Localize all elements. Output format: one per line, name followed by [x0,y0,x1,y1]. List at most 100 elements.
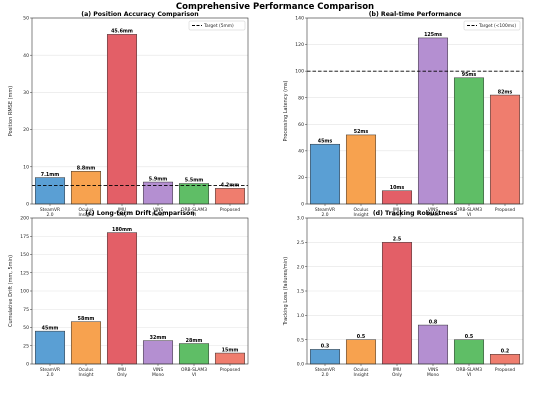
y-tick-label: 0.5 [297,337,304,343]
x-tick-label: SteamVR 2.0 [315,367,335,378]
plot-area [307,18,523,204]
x-tick-label: IMU Only [392,207,402,218]
x-tick-label: Oculus Insight [354,367,370,378]
y-tick-label: 25 [23,343,29,349]
data-label: 95ms [462,72,477,78]
bar [70,171,102,205]
bar [309,349,341,365]
plot-area [32,18,248,204]
chart-title: (c) Long-term Drift Comparison [85,210,194,217]
bar [142,340,174,365]
bar [381,242,413,365]
x-tick-label: IMU Only [117,207,127,218]
y-axis-label: Tracking Loss (failures/min) [283,257,289,326]
data-label: 45mm [42,325,59,331]
axes-frame [306,17,524,205]
bar [417,324,449,365]
y-tick-label: 100 [295,69,304,75]
data-label: 8.8mm [77,165,96,171]
y-tick-label: 40 [23,53,29,59]
bar [489,354,521,365]
chart-b: (b) Real-time Performance 0 20 40 60 80 100 120… [283,11,524,218]
y-tick-label: 60 [298,122,304,128]
legend [188,20,246,31]
bar [106,232,138,365]
y-tick-label: 1.0 [297,313,304,319]
bar [214,352,246,365]
bar [489,94,521,205]
x-tick-label: VINS Mono [152,367,164,378]
bar [178,343,210,365]
x-tick-label: SteamVR 2.0 [40,207,60,218]
bar [453,339,485,365]
data-label: 45.6mm [111,29,133,35]
bar [381,190,413,205]
axes-frame [31,217,249,365]
bar [453,77,485,205]
data-label: 0.5 [357,334,366,340]
x-tick-label: Proposed [220,367,240,373]
chart-d: (d) Tracking Robustness 0.0 0.5 1.0 1.5 2.0 2.… [283,210,524,378]
x-tick-label: ORB-SLAM3 VI [181,207,207,218]
y-tick-label: 40 [298,148,304,154]
data-label: 32mm [150,335,167,341]
y-tick-label: 0 [26,362,29,368]
y-tick-label: 0 [301,202,304,208]
chart-title: (b) Real-time Performance [369,11,462,18]
bar [309,143,341,205]
x-tick-label: Oculus Insight [79,367,95,378]
y-axis-label: Cumulative Drift (mm, 5min) [8,255,14,327]
y-tick-label: 120 [295,42,304,48]
data-label: 2.5 [393,237,402,243]
x-tick-label: SteamVR 2.0 [40,367,60,378]
y-tick-label: 1.5 [297,289,304,295]
x-tick-label: VINS Mono [427,367,439,378]
x-tick-label: Proposed [495,207,515,213]
y-tick-label: 0 [26,202,29,208]
x-tick-label: ORB-SLAM3 VI [456,207,482,218]
y-tick-label: 150 [20,252,29,258]
x-tick-label: Oculus Insight [79,207,95,218]
x-tick-label: Proposed [220,207,240,213]
y-tick-label: 50 [23,325,29,331]
y-tick-label: 100 [20,289,29,295]
y-tick-label: 50 [23,16,29,22]
bar [106,34,138,205]
data-label: 5.5mm [185,178,204,184]
y-tick-label: 75 [23,307,29,313]
data-label: 125ms [424,32,442,38]
data-label: 45ms [318,138,333,144]
x-tick-label: SteamVR 2.0 [315,207,335,218]
figure-title: Comprehensive Performance Comparison [176,2,374,12]
bar [345,339,377,365]
data-label: 180mm [112,227,132,233]
y-tick-label: 2.5 [297,240,304,246]
x-tick-label: Oculus Insight [354,207,370,218]
y-tick-label: 80 [298,95,304,101]
chart-title: (d) Tracking Robustness [373,210,458,217]
chart-title: (a) Position Accuracy Comparison [81,11,198,18]
axes-frame [306,217,524,365]
data-label: 52ms [354,129,369,135]
chart-a: (a) Position Accuracy Comparison 0 10 20 30 4… [8,11,249,218]
legend-label: Target (5mm) [203,23,234,29]
data-label: 0.2 [501,348,510,354]
y-tick-label: 3.0 [297,216,304,222]
data-label: 7.1mm [41,172,60,178]
y-tick-label: 2.0 [297,264,304,270]
y-tick-label: 125 [20,270,29,276]
y-tick-label: 20 [23,127,29,133]
data-label: 58mm [78,316,95,322]
y-tick-label: 0.0 [297,362,304,368]
bar [417,37,449,205]
x-tick-label: ORB-SLAM3 VI [181,367,207,378]
bar [70,321,102,365]
legend-label: Target (<100ms) [478,23,516,29]
x-tick-label: ORB-SLAM3 VI [456,367,482,378]
data-label: 0.3 [321,344,330,350]
bar [214,188,246,205]
y-axis-label: Processing Latency (ms) [283,80,289,141]
bar [34,330,66,365]
y-tick-label: 140 [295,16,304,22]
axes-frame [31,17,249,205]
